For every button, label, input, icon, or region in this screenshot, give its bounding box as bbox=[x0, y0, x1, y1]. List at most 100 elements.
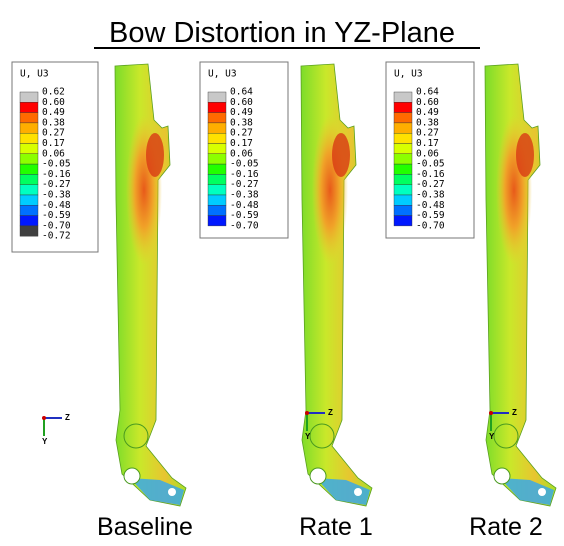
panel-caption: Rate 1 bbox=[299, 513, 373, 541]
legend-title: U, U3 bbox=[208, 69, 237, 80]
part-lowzone bbox=[316, 478, 370, 505]
part-hotspot bbox=[516, 133, 534, 177]
legend-label: 0.17 bbox=[230, 138, 253, 149]
legend-swatch bbox=[19, 132, 39, 144]
legend-swatch bbox=[393, 205, 413, 216]
legend-label: -0.59 bbox=[42, 210, 71, 221]
legend-swatch bbox=[19, 102, 39, 113]
legend-label: 0.64 bbox=[230, 87, 253, 98]
legend-swatch bbox=[19, 153, 39, 165]
legend-label: 0.62 bbox=[42, 87, 65, 98]
legend-label: -0.27 bbox=[230, 179, 259, 190]
legend-label: -0.05 bbox=[230, 159, 259, 170]
legend-swatch bbox=[19, 194, 39, 206]
legend-label: -0.16 bbox=[42, 169, 71, 180]
legend-swatch bbox=[207, 163, 227, 175]
legend-swatch bbox=[19, 91, 39, 103]
legend-swatch bbox=[19, 122, 39, 134]
legend-swatch bbox=[393, 153, 413, 165]
legend-label: 0.06 bbox=[42, 148, 65, 159]
legend-label: -0.05 bbox=[42, 159, 71, 170]
legend-label: -0.48 bbox=[230, 200, 259, 211]
part-hole bbox=[538, 488, 546, 496]
fea-part bbox=[484, 63, 557, 507]
triad-label: Y bbox=[42, 437, 48, 446]
legend-swatch bbox=[393, 132, 413, 144]
triad-label: Y bbox=[305, 432, 311, 441]
legend-label: -0.16 bbox=[416, 169, 445, 180]
legend-swatch bbox=[393, 163, 413, 175]
legend-swatch bbox=[393, 102, 413, 113]
legend-swatch bbox=[207, 194, 227, 206]
part-hole bbox=[309, 423, 335, 449]
triad-origin bbox=[489, 411, 493, 415]
legend-swatch bbox=[19, 143, 39, 155]
legend-label: 0.27 bbox=[230, 128, 253, 139]
legend-label: 0.06 bbox=[230, 148, 253, 159]
legend-label: 0.38 bbox=[42, 117, 65, 128]
legend-label: -0.38 bbox=[416, 190, 445, 201]
legend-label: -0.70 bbox=[230, 220, 259, 231]
legend-label: -0.59 bbox=[416, 210, 445, 221]
fea-part bbox=[300, 63, 373, 507]
legend-label: 0.27 bbox=[416, 128, 439, 139]
legend-title: U, U3 bbox=[20, 69, 49, 80]
legend-label: -0.05 bbox=[416, 159, 445, 170]
legend-label: 0.64 bbox=[416, 87, 439, 98]
legend-label: 0.17 bbox=[416, 138, 439, 149]
legend-swatch bbox=[393, 143, 413, 155]
legend-label: 0.38 bbox=[230, 117, 253, 128]
legend-swatch bbox=[207, 215, 227, 227]
legend-swatch bbox=[19, 174, 39, 185]
legend-label: 0.60 bbox=[42, 97, 65, 108]
legend-swatch bbox=[207, 112, 227, 124]
part-hotspot bbox=[146, 133, 164, 177]
legend-swatch bbox=[393, 215, 413, 227]
legend-swatch bbox=[19, 184, 39, 196]
legend-swatch bbox=[19, 112, 39, 124]
legend-swatch bbox=[207, 132, 227, 144]
part-hotspot bbox=[332, 133, 350, 177]
legend-swatch bbox=[207, 143, 227, 155]
legend-label: 0.49 bbox=[416, 107, 439, 118]
legend-label: -0.59 bbox=[230, 210, 259, 221]
legend-label: 0.60 bbox=[416, 97, 439, 108]
part-hole bbox=[354, 488, 362, 496]
legend-label: -0.16 bbox=[230, 169, 259, 180]
legend-swatch bbox=[207, 122, 227, 134]
triad-label: Y bbox=[489, 432, 495, 441]
legend-label: -0.38 bbox=[42, 190, 71, 201]
legend-label: 0.49 bbox=[230, 107, 253, 118]
legend-swatch bbox=[393, 184, 413, 196]
legend-swatch bbox=[19, 163, 39, 175]
legend-swatch bbox=[207, 153, 227, 165]
figure-title: Bow Distortion in YZ-Plane bbox=[109, 17, 455, 49]
legend-swatch bbox=[19, 225, 39, 237]
legend-label: 0.17 bbox=[42, 138, 65, 149]
fea-part bbox=[114, 63, 187, 507]
legend-label: -0.27 bbox=[416, 179, 445, 190]
legend-label: -0.27 bbox=[42, 179, 71, 190]
part-lowzone bbox=[500, 478, 554, 505]
legend-swatch bbox=[207, 205, 227, 216]
legend-swatch bbox=[393, 194, 413, 206]
legend-label: -0.70 bbox=[416, 220, 445, 231]
part-hole bbox=[493, 423, 519, 449]
legend-swatch bbox=[19, 215, 39, 227]
legend-swatch bbox=[19, 205, 39, 216]
legend-title: U, U3 bbox=[394, 69, 423, 80]
panel-caption: Baseline bbox=[97, 513, 193, 541]
legend-label: -0.38 bbox=[230, 190, 259, 201]
part-hole bbox=[123, 467, 141, 485]
part-hole bbox=[493, 467, 511, 485]
part-hole bbox=[123, 423, 149, 449]
triad-origin bbox=[42, 416, 46, 420]
legend-label: 0.38 bbox=[416, 117, 439, 128]
part-hole bbox=[168, 488, 176, 496]
panel-caption: Rate 2 bbox=[469, 513, 543, 541]
legend-swatch bbox=[393, 122, 413, 134]
legend-label: -0.48 bbox=[42, 200, 71, 211]
legend-label: 0.60 bbox=[230, 97, 253, 108]
legend-swatch bbox=[393, 174, 413, 185]
